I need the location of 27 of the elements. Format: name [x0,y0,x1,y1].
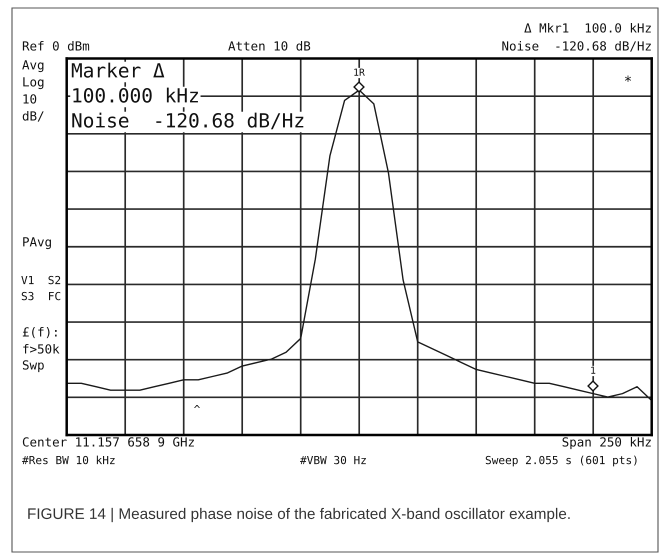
text: Noise -120.68 dB/Hz [502,40,651,52]
text: V1 S2 [21,276,60,284]
text: 10 [24,94,36,104]
text: #Res BW 10 kHz [22,456,115,464]
text: dB/ [22,110,44,122]
annotation: 100.000 kHz [73,88,198,103]
text: Avg [22,60,44,72]
text: Center 11.157 658 9 GHz [22,437,194,447]
text: Span 250 kHz [562,436,651,450]
annotation: 1 [591,366,596,374]
text: £(f): [22,326,57,338]
text: Swp [22,360,44,372]
text: #VBW 30 Hz [300,456,366,464]
text: 1R [354,68,365,76]
text: Atten 10 dB [228,40,310,51]
text: Log [23,77,44,90]
text: Marker Δ [72,62,164,78]
text: Sweep 2.055 s (601 pts) [486,456,637,466]
text: Δ Mkr1 100.0 kHz [524,22,651,33]
text: PAvg [23,237,51,250]
text: f>50k [23,344,60,354]
text: S3 FC [22,292,60,300]
text: * [624,76,632,82]
text: Ref 0 dBm [22,40,90,51]
annotation: ^ [194,404,200,408]
annotation: Noise -120.68 dB/Hz [72,112,304,130]
caption: FIGURE 14 | Measured phase noise of the fabricated X-band oscillator example. [28,508,570,522]
